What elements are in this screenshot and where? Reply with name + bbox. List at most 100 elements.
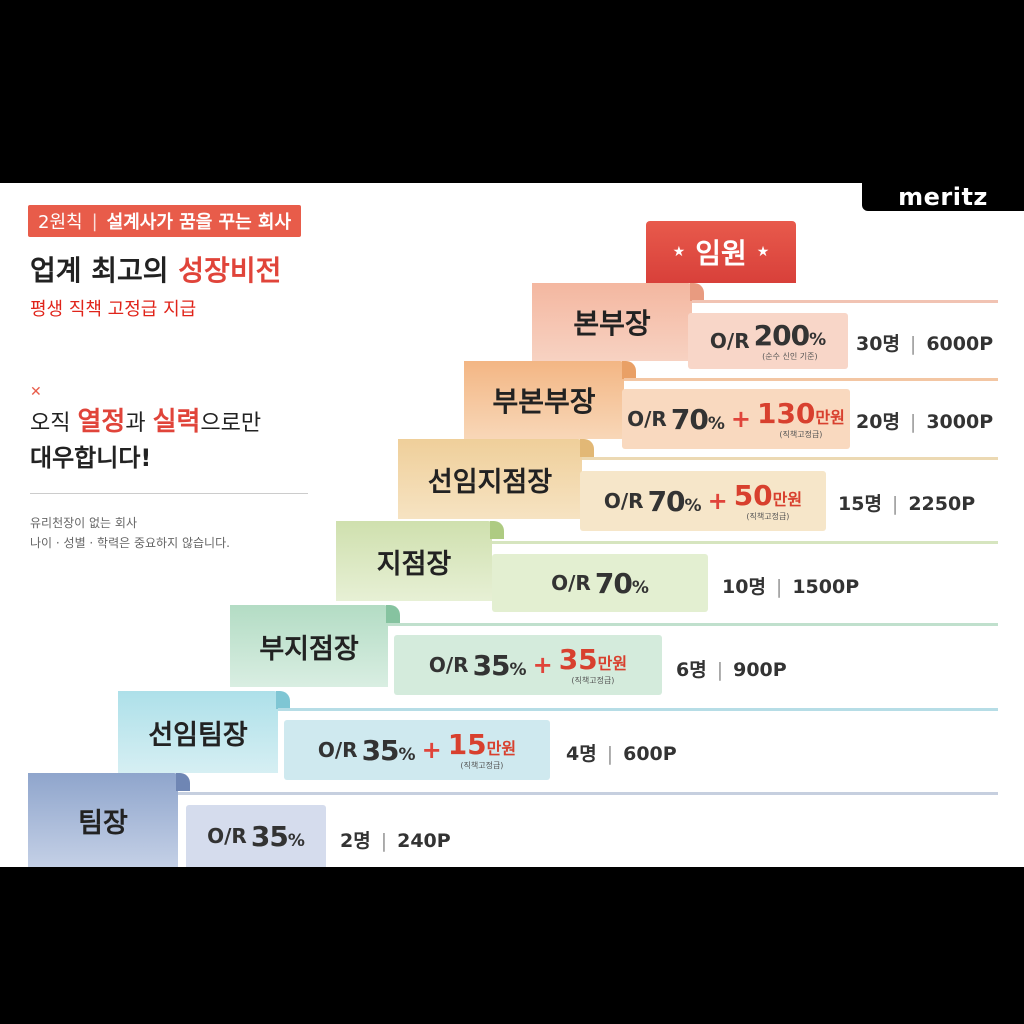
rank-tab-seonimjijeomjang: 선임지점장	[398, 439, 594, 519]
rank-tab-jijeomjang: 지점장	[336, 521, 504, 601]
plus-sign: +	[730, 405, 751, 433]
slogan: 오직 열정과 실력으로만 대우합니다!	[30, 405, 261, 475]
note-line1: 유리천장이 없는 회사	[30, 516, 137, 530]
or-percent: 70	[647, 484, 686, 518]
points: 2250P	[908, 493, 976, 515]
rank-tab-bujijeomjang: 부지점장	[230, 605, 400, 687]
stats-bubonbujang: 20명 | 3000P	[856, 407, 993, 434]
principle-number: 2원칙	[38, 212, 83, 233]
or-label: O/R	[551, 571, 591, 595]
percent-sign: %	[707, 413, 725, 434]
stats-separator: |	[775, 576, 783, 598]
fixed-pay-unit: 만원	[597, 653, 628, 673]
slogan-highlight-skill: 실력	[152, 407, 201, 437]
step-rule	[278, 708, 998, 711]
stats-bonbujang: 30명 | 6000P	[856, 329, 993, 356]
rank-title: 본부장	[573, 307, 651, 340]
fixed-pay-note: (직책고정급)	[571, 675, 615, 685]
stats-separator: |	[909, 333, 917, 355]
executive-label: 임원	[695, 237, 747, 270]
fixed-pay-unit: 만원	[486, 738, 517, 758]
step-rule	[624, 378, 998, 381]
stats-timjang: 2명 | 240P	[340, 826, 451, 853]
points: 900P	[733, 659, 787, 681]
rank-title: 팀장	[78, 807, 128, 839]
tag-divider: |	[91, 210, 98, 232]
rank-tab-seonimtimjang: 선임팀장	[118, 691, 290, 773]
step-rule	[388, 623, 998, 626]
tab-flap	[490, 521, 504, 539]
rate-box-jijeomjang: O/R 70%	[492, 554, 708, 612]
percent-sign: %	[398, 744, 416, 765]
rank-title: 부지점장	[259, 633, 359, 665]
principle-tag: 2원칙 | 설계사가 꿈을 꾸는 회사	[28, 205, 302, 237]
fixed-pay-unit: 만원	[815, 407, 845, 427]
percent-sign: %	[631, 577, 649, 598]
rank-title: 지점장	[376, 548, 452, 580]
or-label: O/R	[709, 329, 750, 353]
points: 6000P	[926, 333, 994, 355]
headline-prefix: 업계 최고의	[30, 254, 179, 287]
headcount: 15명	[838, 493, 882, 515]
rank-title: 부본부장	[492, 385, 596, 418]
step-rule	[582, 457, 998, 460]
fixed-pay: 130만원 (직책고정급)	[756, 396, 845, 439]
star-right-icon: ★	[756, 244, 770, 260]
note: 유리천장이 없는 회사 나이 · 성별 · 학력은 중요하지 않습니다.	[30, 513, 230, 553]
slogan-pre: 오직	[30, 411, 78, 436]
headcount: 4명	[566, 743, 597, 765]
stats-separator: |	[606, 743, 614, 765]
points: 240P	[397, 830, 451, 852]
headcount: 2명	[340, 830, 371, 852]
slogan-highlight-passion: 열정	[77, 407, 126, 437]
tab-flap	[386, 605, 400, 623]
percent-sign: %	[684, 495, 702, 516]
plus-sign: +	[421, 736, 442, 764]
or-percent: 70	[670, 402, 709, 436]
percent-note: (순수 신인 기준)	[762, 351, 818, 361]
fixed-pay-note: (직책고정급)	[779, 429, 823, 439]
note-line2: 나이 · 성별 · 학력은 중요하지 않습니다.	[30, 536, 230, 550]
tab-flap	[580, 439, 594, 457]
percent-sign: %	[287, 830, 305, 851]
principle-text: 설계사가 꿈을 꾸는 회사	[106, 212, 292, 233]
career-ladder-panel: meritz 2원칙 | 설계사가 꿈을 꾸는 회사 업계 최고의 성장비전 평…	[0, 183, 1024, 867]
headline: 업계 최고의 성장비전	[30, 249, 281, 289]
fixed-pay-amount: 50	[733, 478, 773, 512]
points: 1500P	[792, 576, 860, 598]
stats-separator: |	[891, 493, 899, 515]
slogan-mid: 과	[125, 411, 153, 436]
or-percent: 35	[250, 819, 289, 853]
rate-box-seonimtimjang: O/R 35% + 15만원 (직책고정급)	[284, 720, 550, 780]
brand-logo: meritz	[862, 183, 1024, 211]
stats-seonimjijeomjang: 15명 | 2250P	[838, 489, 975, 516]
or-percent: 35	[361, 733, 400, 767]
slogan-line2: 대우합니다!	[30, 444, 152, 472]
or-label: O/R	[603, 489, 644, 513]
or-label: O/R	[207, 824, 247, 848]
or-label: O/R	[428, 653, 469, 677]
fixed-pay-note: (직책고정급)	[746, 511, 790, 521]
fixed-pay-note: (직책고정급)	[460, 760, 504, 770]
rate-box-seonimjijeomjang: O/R 70% + 50만원 (직책고정급)	[580, 471, 826, 531]
tab-flap	[276, 691, 290, 709]
fixed-pay-amount: 15	[447, 727, 487, 761]
headcount: 30명	[856, 333, 900, 355]
fixed-pay-amount: 130	[756, 396, 816, 430]
rank-tab-bonbujang: 본부장	[532, 283, 704, 361]
rate-box-bonbujang: O/R 200% (순수 신인 기준)	[688, 313, 848, 369]
executive-tab: ★ 임원 ★	[646, 221, 796, 283]
headcount: 6명	[676, 659, 707, 681]
fixed-pay-unit: 만원	[772, 489, 803, 509]
or-label: O/R	[317, 738, 358, 762]
divider	[30, 493, 308, 494]
pct-group: 200% (순수 신인 기준)	[754, 321, 827, 361]
slogan-post: 으로만	[200, 411, 262, 436]
headline-accent: 성장비전	[178, 254, 282, 287]
stats-jijeomjang: 10명 | 1500P	[722, 572, 859, 599]
star-left-icon: ★	[672, 244, 686, 260]
headcount: 10명	[722, 576, 766, 598]
stats-seonimtimjang: 4명 | 600P	[566, 739, 677, 766]
rank-title: 선임지점장	[427, 466, 553, 498]
percent-sign: %	[809, 329, 827, 350]
